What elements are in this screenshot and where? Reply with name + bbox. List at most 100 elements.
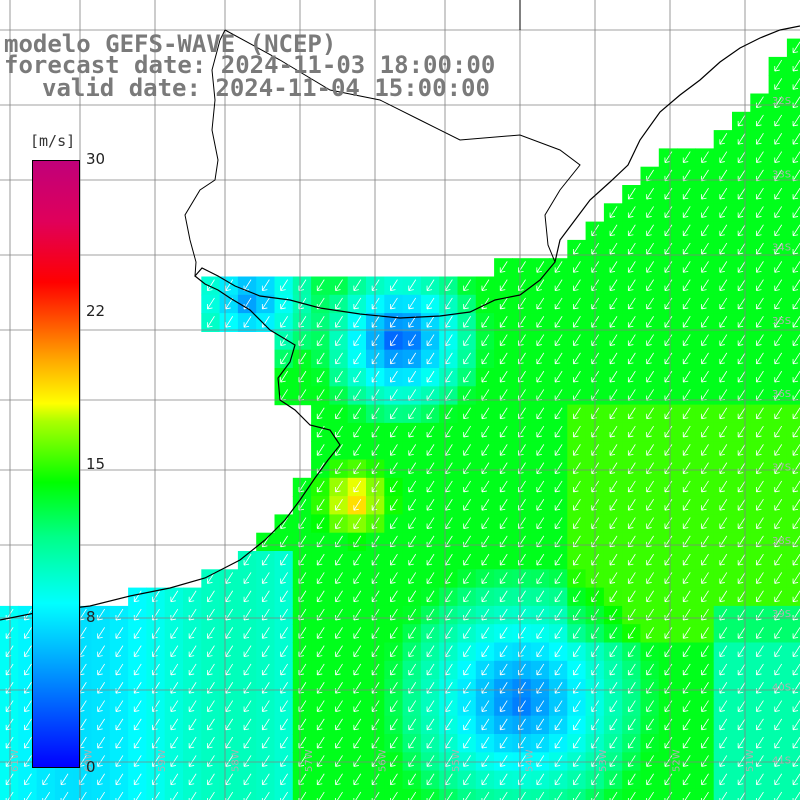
wind-arrow <box>188 736 197 749</box>
wind-arrow <box>499 480 508 493</box>
wind-arrow <box>627 444 636 456</box>
wind-arrow <box>682 297 691 310</box>
wind-arrow <box>682 224 691 237</box>
wind-arrow <box>481 425 490 438</box>
wind-arrow <box>646 297 654 310</box>
wind-arrow <box>481 553 490 566</box>
wind-arrow <box>664 242 673 255</box>
wind-arrow <box>499 773 508 786</box>
wind-arrow <box>682 462 691 475</box>
wind-arrow <box>609 334 618 346</box>
wind-arrow <box>536 572 545 584</box>
wind-arrow <box>316 700 325 712</box>
latitude-label: 36S <box>772 389 791 400</box>
wind-arrow <box>609 517 618 529</box>
wind-arrow <box>774 663 783 676</box>
wind-arrow <box>316 407 325 420</box>
wind-arrow <box>207 736 215 749</box>
wind-arrow <box>756 187 764 200</box>
wind-arrow <box>774 773 783 786</box>
wind-arrow <box>719 663 728 676</box>
wind-arrow <box>627 261 636 273</box>
wind-arrow <box>554 663 563 676</box>
wind-arrow <box>774 736 783 749</box>
wind-arrow <box>756 517 764 529</box>
wind-arrow <box>646 462 654 475</box>
wind-arrow <box>335 682 343 694</box>
wind-arrow <box>280 627 288 639</box>
wind-arrow <box>170 736 179 749</box>
wind-arrow <box>243 590 252 603</box>
wind-arrow <box>701 370 709 383</box>
wind-arrow <box>554 736 563 749</box>
wind-arrow <box>701 572 709 584</box>
wind-arrow <box>97 791 105 800</box>
wind-arrow <box>609 370 618 383</box>
latitude-label: 39S <box>772 609 791 620</box>
wind-arrow <box>573 700 581 712</box>
wind-arrow <box>719 334 728 346</box>
wind-arrow <box>316 553 325 566</box>
wind-arrow <box>536 736 545 749</box>
wind-speed-cell <box>457 788 477 800</box>
coastline-argentina <box>0 267 521 621</box>
wind-arrow <box>664 462 673 475</box>
wind-arrow <box>499 517 508 529</box>
wind-arrow <box>280 590 288 603</box>
wind-arrow <box>499 663 508 676</box>
wind-arrow <box>261 590 270 603</box>
wind-speed-cell <box>530 788 550 800</box>
wind-arrow <box>536 663 545 676</box>
wind-arrow <box>719 206 728 218</box>
wind-arrow <box>335 736 343 749</box>
wind-arrow <box>316 572 325 584</box>
wind-arrow <box>646 700 654 712</box>
wind-arrow <box>463 773 471 786</box>
wind-arrow <box>646 370 654 383</box>
wind-arrow <box>774 151 783 163</box>
wind-arrow <box>701 553 709 566</box>
wind-arrow <box>627 627 636 639</box>
wind-arrow <box>609 791 618 800</box>
wind-arrow <box>335 553 343 566</box>
wind-arrow <box>536 352 545 365</box>
wind-arrow <box>408 700 417 712</box>
wind-arrow <box>774 187 783 200</box>
wind-arrow <box>737 407 746 420</box>
wind-arrow <box>756 553 764 566</box>
wind-arrow <box>353 499 362 511</box>
wind-arrow <box>609 224 618 237</box>
wind-arrow <box>280 553 288 566</box>
wind-arrow <box>646 224 654 237</box>
wind-arrow <box>280 700 288 712</box>
wind-arrow <box>664 407 673 420</box>
wind-arrow <box>426 444 435 456</box>
wind-arrow <box>115 700 124 712</box>
wind-arrow <box>719 370 728 383</box>
wind-arrow <box>774 297 783 310</box>
wind-arrow <box>554 462 563 475</box>
wind-arrow <box>792 572 800 584</box>
wind-arrow <box>609 242 618 255</box>
wind-arrow <box>756 444 764 456</box>
wind-arrow <box>499 499 508 511</box>
wind-arrow <box>737 187 746 200</box>
wind-speed-cell <box>768 788 788 800</box>
wind-arrow <box>536 425 545 438</box>
wind-arrow <box>682 773 691 786</box>
wind-arrow <box>261 791 270 800</box>
wind-arrow <box>463 352 471 365</box>
wind-arrow <box>664 425 673 438</box>
wind-arrow <box>737 114 746 127</box>
wind-arrow <box>554 480 563 493</box>
wind-arrow <box>573 663 581 676</box>
wind-arrow <box>97 736 105 749</box>
wind-arrow <box>499 736 508 749</box>
wind-arrow <box>682 572 691 584</box>
wind-arrow <box>24 736 32 749</box>
wind-arrow <box>701 224 709 237</box>
wind-arrow <box>353 517 362 529</box>
wind-arrow <box>170 773 179 786</box>
wind-arrow <box>481 791 490 800</box>
wind-arrow <box>335 700 343 712</box>
